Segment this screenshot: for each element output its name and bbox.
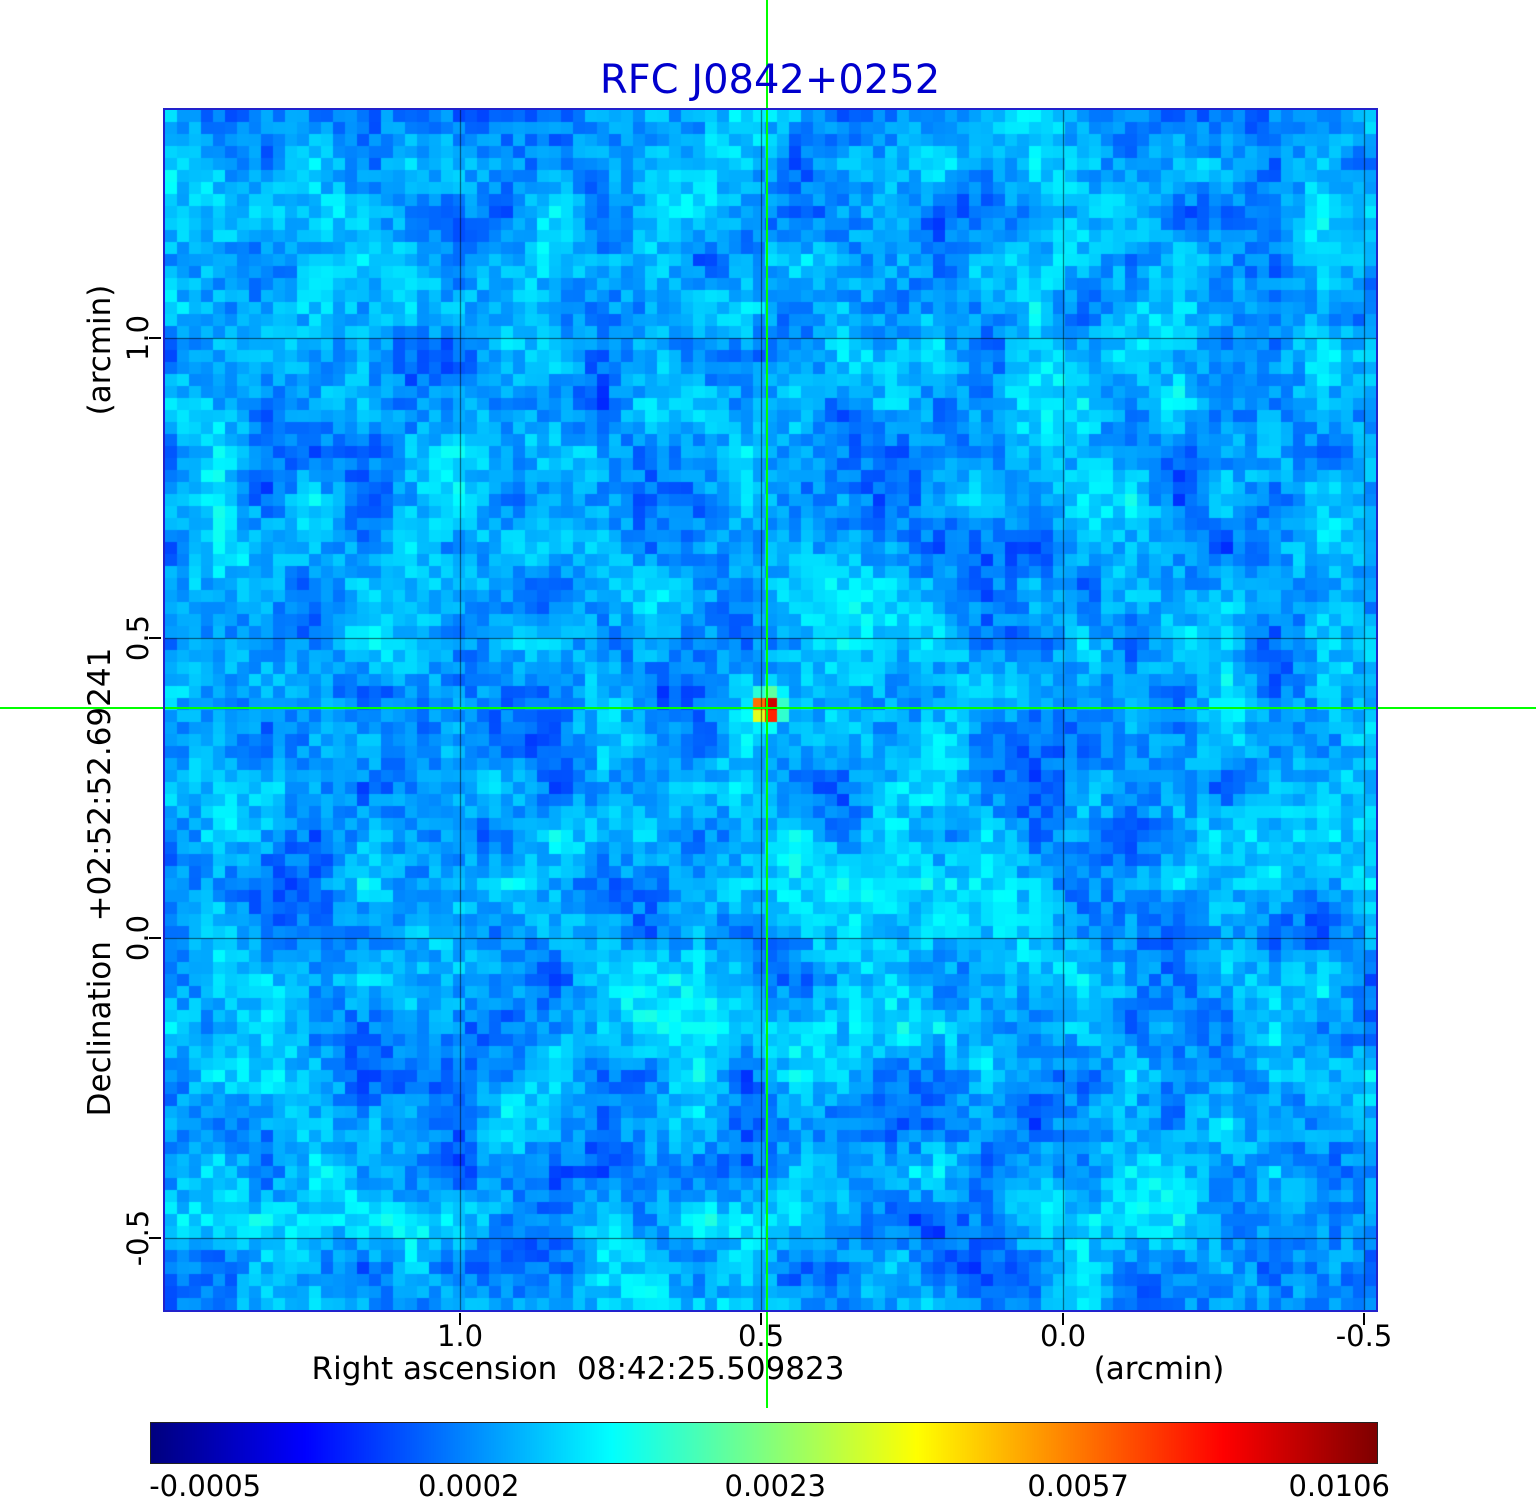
x-axis-title: Right ascension 08:42:25.509823	[311, 1351, 845, 1387]
colorbar	[150, 1422, 1378, 1464]
axis-tick-mark	[1362, 1313, 1365, 1325]
axis-tick-mark	[149, 1237, 161, 1239]
x-axis-unit: (arcmin)	[1093, 1351, 1225, 1387]
sky-map-canvas	[165, 110, 1376, 1310]
axis-tick-mark	[459, 1313, 462, 1325]
axis-tick-mark	[149, 637, 161, 639]
crosshair-horizontal-line	[0, 707, 1536, 710]
colorbar-tick-label: 0.0002	[418, 1469, 520, 1503]
axis-tick-mark	[760, 1313, 763, 1325]
colorbar-tick-label: -0.0005	[149, 1469, 262, 1503]
crosshair-vertical-line	[766, 0, 769, 1408]
axis-tick-mark	[149, 937, 161, 939]
y-axis-title: Declination +02:52:52.69241	[82, 647, 118, 1117]
colorbar-tick-label: 0.0023	[724, 1469, 826, 1503]
colorbar-tick-label: 0.0106	[1288, 1469, 1390, 1503]
plot-title: RFC J0842+0252	[599, 57, 941, 103]
axis-tick-mark	[1061, 1313, 1064, 1325]
colorbar-tick-label: 0.0057	[1027, 1469, 1129, 1503]
y-axis-unit: (arcmin)	[82, 284, 118, 416]
axis-tick-mark	[149, 337, 161, 339]
